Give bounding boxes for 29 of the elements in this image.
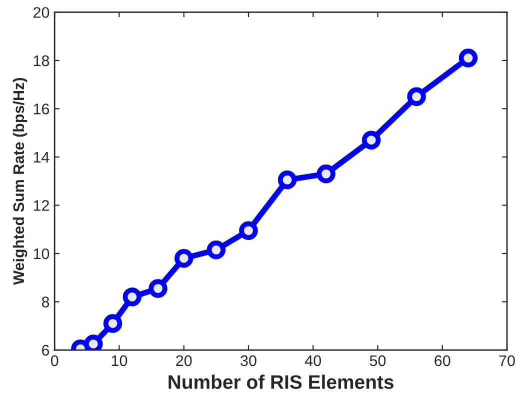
- point: [278, 170, 297, 190]
- x-tick-label: 0: [50, 355, 58, 366]
- x-axis-title: Number of RIS Elements: [168, 374, 394, 389]
- point: [316, 164, 336, 184]
- x-tick-label: 40: [304, 355, 322, 366]
- x-tick-label: 30: [240, 355, 256, 366]
- y-tick-label: 10: [34, 248, 50, 260]
- point: [206, 240, 226, 260]
- y-tick-label: 18: [34, 55, 50, 66]
- x-tick-label: 10: [112, 355, 128, 366]
- y-tick-label: 8: [42, 296, 50, 308]
- point: [362, 130, 381, 150]
- x-tick-label: 60: [434, 355, 450, 366]
- point: [103, 314, 122, 333]
- y-tick-label: 14: [34, 152, 50, 163]
- point: [122, 288, 142, 306]
- point: [407, 87, 426, 106]
- y-tick-label: 6: [42, 344, 50, 356]
- x-tick-label: 70: [499, 355, 515, 366]
- y-tick-label: 20: [34, 7, 50, 18]
- x-tick-label: 20: [176, 355, 192, 366]
- x-tick-label: 50: [370, 355, 386, 366]
- y-tick-label: 16: [34, 104, 50, 114]
- y-tick-label: 12: [34, 200, 49, 211]
- point: [174, 248, 194, 268]
- point: [148, 279, 168, 298]
- y-axis-title: Weighted Sum Rate (bps/Hz): [12, 78, 28, 285]
- point: [458, 48, 478, 68]
- point: [239, 221, 258, 240]
